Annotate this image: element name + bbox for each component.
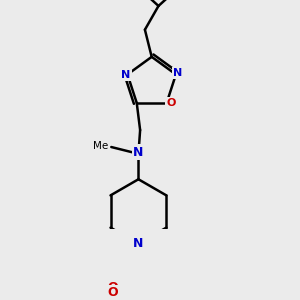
Text: O: O	[108, 281, 118, 294]
Text: N: N	[173, 68, 182, 78]
Text: N: N	[133, 146, 144, 159]
Text: N: N	[133, 237, 144, 250]
Text: N: N	[121, 70, 130, 80]
Text: O: O	[108, 286, 118, 299]
Text: Me: Me	[94, 141, 109, 151]
Text: O: O	[166, 98, 176, 108]
